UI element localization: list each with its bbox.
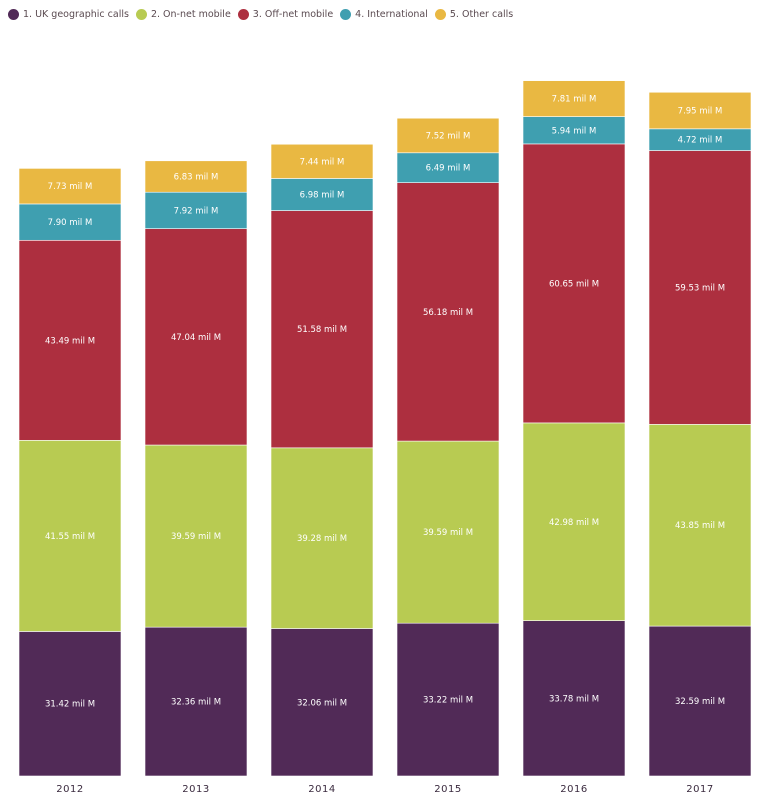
legend-label: 2. On-net mobile <box>150 8 231 20</box>
bar-segment-2013-series-4[interactable] <box>144 191 248 229</box>
data-label: 47.04 mil M <box>171 333 221 343</box>
bar-segment-2012-series-4[interactable] <box>18 203 122 241</box>
x-tick-label: 2014 <box>308 784 335 795</box>
data-label: 7.90 mil M <box>48 218 93 228</box>
bar-segment-2012-series-5[interactable] <box>18 168 122 205</box>
bar-segment-2013-series-2[interactable] <box>144 444 248 628</box>
bar-segment-2015-series-3[interactable] <box>396 182 500 442</box>
data-label: 6.49 mil M <box>426 164 471 174</box>
legend-label: 5. Other calls <box>449 8 514 20</box>
legend-item-2[interactable]: 2. On-net mobile <box>135 8 231 20</box>
data-label: 7.92 mil M <box>174 206 219 216</box>
bar-segment-2015-series-5[interactable] <box>396 117 500 154</box>
x-tick-label: 2012 <box>56 784 83 795</box>
bar-segment-2016-series-4[interactable] <box>522 116 626 145</box>
legend-item-3[interactable]: 3. Off-net mobile <box>237 8 334 20</box>
legend-swatch <box>434 8 446 20</box>
data-label: 33.22 mil M <box>423 696 473 706</box>
bar-segment-2016-series-3[interactable] <box>522 143 626 424</box>
data-label: 6.83 mil M <box>174 173 219 183</box>
data-label: 60.65 mil M <box>549 279 599 289</box>
data-label: 59.53 mil M <box>675 283 725 293</box>
data-label: 51.58 mil M <box>297 325 347 335</box>
data-label: 56.18 mil M <box>423 308 473 318</box>
bar-segment-2014-series-5[interactable] <box>270 143 374 179</box>
x-tick-label: 2017 <box>686 784 713 795</box>
bar-segment-2017-series-2[interactable] <box>648 424 752 627</box>
data-label: 7.81 mil M <box>552 95 597 105</box>
data-label: 7.44 mil M <box>300 157 345 167</box>
legend-swatch <box>135 8 147 20</box>
x-tick-label: 2016 <box>560 784 587 795</box>
bar-segment-2015-series-1[interactable] <box>396 622 500 777</box>
legend-swatch <box>340 8 352 20</box>
bar-segment-2012-series-2[interactable] <box>18 440 122 632</box>
bar-segment-2014-series-4[interactable] <box>270 178 374 211</box>
data-label: 33.78 mil M <box>549 694 599 704</box>
bar-segment-2014-series-2[interactable] <box>270 447 374 629</box>
data-label: 6.98 mil M <box>300 191 345 201</box>
data-label: 43.85 mil M <box>675 521 725 531</box>
bar-segment-2016-series-5[interactable] <box>522 80 626 117</box>
legend-swatch <box>237 8 249 20</box>
bar-segment-2015-series-2[interactable] <box>396 440 500 624</box>
legend-item-5[interactable]: 5. Other calls <box>434 8 514 20</box>
data-label: 7.73 mil M <box>48 182 93 192</box>
bar-segment-2015-series-4[interactable] <box>396 152 500 183</box>
data-label: 5.94 mil M <box>552 126 597 136</box>
bar-segment-2017-series-5[interactable] <box>648 91 752 130</box>
chart-legend: 1. UK geographic calls 2. On-net mobile 3.… <box>8 4 520 24</box>
legend-label: 3. Off-net mobile <box>252 8 334 20</box>
bar-segment-2012-series-3[interactable] <box>18 239 122 441</box>
data-label: 32.59 mil M <box>675 697 725 707</box>
data-label: 7.95 mil M <box>678 107 723 117</box>
legend-item-4[interactable]: 4. International <box>340 8 428 20</box>
bar-segment-2013-series-5[interactable] <box>144 160 248 193</box>
bar-segment-2012-series-1[interactable] <box>18 631 122 777</box>
data-label: 42.98 mil M <box>549 518 599 528</box>
data-label: 39.59 mil M <box>423 528 473 538</box>
data-label: 43.49 mil M <box>45 336 95 346</box>
bar-segment-2013-series-3[interactable] <box>144 228 248 446</box>
data-label: 39.28 mil M <box>297 534 347 544</box>
data-label: 4.72 mil M <box>678 136 723 146</box>
legend-item-1[interactable]: 1. UK geographic calls <box>8 8 129 20</box>
bar-segment-2016-series-1[interactable] <box>522 620 626 777</box>
legend-swatch <box>8 8 19 20</box>
bar-segment-2016-series-2[interactable] <box>522 422 626 621</box>
bar-segment-2014-series-3[interactable] <box>270 210 374 449</box>
legend-label: 4. International <box>355 8 428 20</box>
legend-label: 1. UK geographic calls <box>23 8 129 20</box>
data-label: 32.06 mil M <box>297 698 347 708</box>
data-label: 39.59 mil M <box>171 532 221 542</box>
bar-segment-2017-series-3[interactable] <box>648 150 752 425</box>
data-label: 7.52 mil M <box>426 131 471 141</box>
bar-segment-2017-series-1[interactable] <box>648 625 752 777</box>
x-tick-label: 2015 <box>434 784 461 795</box>
x-tick-label: 2013 <box>182 784 209 795</box>
data-label: 31.42 mil M <box>45 700 95 710</box>
data-label: 32.36 mil M <box>171 698 221 708</box>
data-label: 41.55 mil M <box>45 532 95 542</box>
